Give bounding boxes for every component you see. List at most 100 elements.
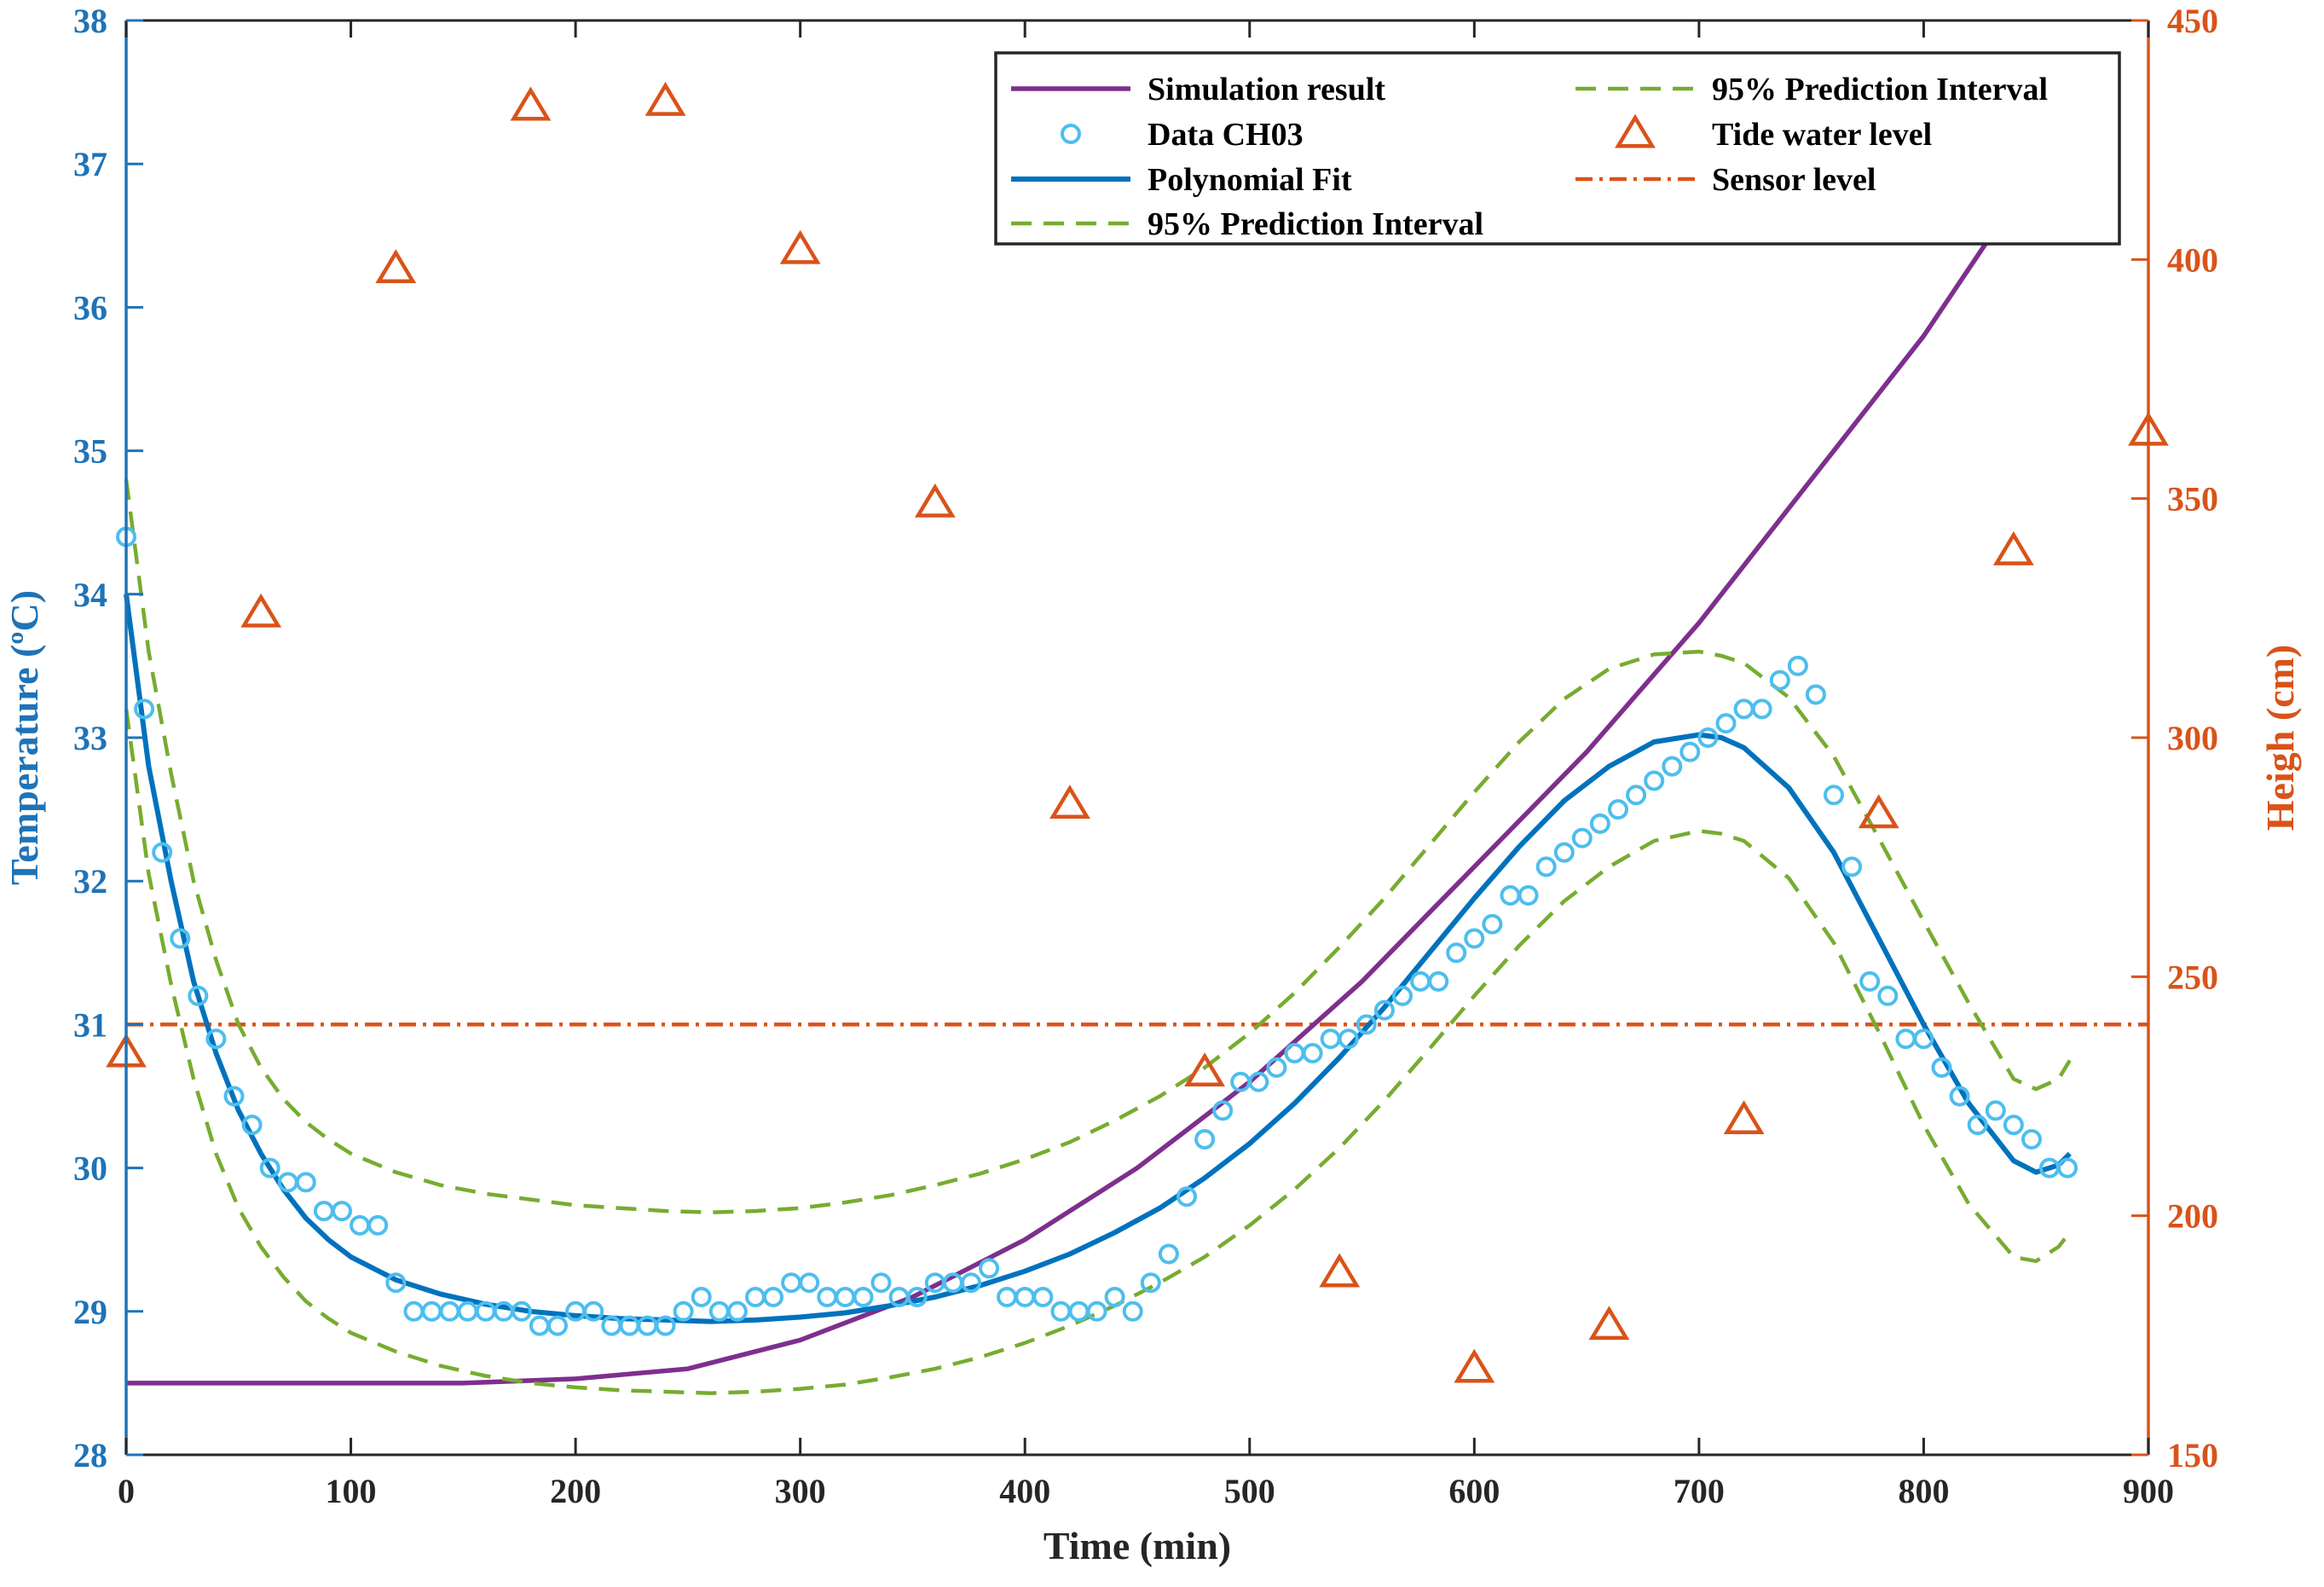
- data-ch03-point: [1589, 813, 1610, 834]
- y-right-axis-label: Heigh (cm): [2258, 645, 2302, 831]
- data-ch03-point: [583, 1300, 604, 1322]
- data-ch03-point: [295, 1172, 316, 1193]
- data-ch03-point: [1194, 1129, 1216, 1150]
- plot-layer: [106, 81, 2169, 1395]
- x-axis-label: Time (min): [1043, 1524, 1231, 1567]
- data-ch03-point: [961, 1272, 981, 1294]
- x-tick-label: 300: [775, 1472, 826, 1510]
- data-ch03-point: [655, 1315, 676, 1336]
- y-left-axis-label: Temperature (ºC): [3, 590, 46, 885]
- legend-sensor-label: Sensor level: [1712, 162, 1876, 198]
- y-left-tick-label: 28: [73, 1436, 107, 1474]
- data-ch03-point: [1464, 928, 1485, 949]
- tide-water-level-point: [1319, 1253, 1361, 1288]
- data-ch03-point: [385, 1272, 407, 1294]
- data-ch03-point: [1931, 1057, 1952, 1078]
- data-ch03-point: [1176, 1186, 1197, 1208]
- data-ch03-point: [1535, 856, 1557, 877]
- prediction-interval-upper-line: [124, 478, 2072, 1214]
- data-ch03-point: [1859, 970, 1881, 992]
- data-ch03-point: [979, 1258, 1000, 1279]
- data-ch03-point: [1877, 985, 1899, 1006]
- data-ch03-point: [1751, 698, 1772, 720]
- x-tick-label: 600: [1448, 1472, 1500, 1510]
- x-tick-label: 0: [118, 1472, 135, 1510]
- data-ch03-point: [547, 1315, 568, 1336]
- data-ch03-point: [1086, 1300, 1107, 1322]
- data-ch03-point: [1571, 827, 1593, 849]
- y-right-tick-label: 450: [2167, 2, 2218, 40]
- data-ch03-point: [241, 1115, 263, 1136]
- y-right-tick-label: 350: [2167, 480, 2218, 518]
- x-tick-label: 500: [1224, 1472, 1275, 1510]
- y-left-tick-label: 36: [73, 288, 107, 327]
- legend-interval-label: 95% Prediction Interval: [1712, 72, 2048, 107]
- tide-water-level-point: [914, 483, 956, 518]
- data-ch03-point: [691, 1287, 712, 1307]
- data-ch03-point: [906, 1287, 928, 1307]
- data-ch03-point: [1626, 785, 1647, 806]
- data-ch03-point: [726, 1300, 748, 1322]
- y-left-tick-label: 34: [73, 576, 107, 614]
- data-ch03-point: [205, 1028, 227, 1050]
- data-ch03-point: [870, 1272, 892, 1294]
- data-ch03-point: [1158, 1243, 1179, 1265]
- y-right-tick-label: 300: [2167, 719, 2218, 757]
- data-ch03-point: [2003, 1115, 2024, 1136]
- data-ch03-point: [223, 1086, 245, 1107]
- data-ch03-point: [1644, 770, 1665, 791]
- data-ch03-point: [511, 1300, 532, 1322]
- x-tick-label: 700: [1674, 1472, 1725, 1510]
- tide-water-level-point: [1049, 785, 1090, 819]
- data-ch03-point: [1841, 856, 1863, 877]
- data-ch03-point: [799, 1272, 820, 1294]
- tide-water-level-point: [510, 86, 552, 121]
- data-ch03-point: [1338, 1028, 1359, 1050]
- legend-simulation-label: Simulation result: [1148, 72, 1385, 107]
- legend-data-swatch: [1061, 124, 1081, 144]
- data-ch03-point: [134, 698, 155, 720]
- data-ch03-point: [1140, 1272, 1161, 1294]
- data-ch03-point: [763, 1287, 783, 1307]
- x-tick-label: 100: [326, 1472, 377, 1510]
- tide-water-level-point: [240, 593, 282, 628]
- y-left-tick-label: 35: [73, 432, 107, 471]
- y-left-tick-label: 33: [73, 719, 107, 757]
- data-ch03-point: [1373, 999, 1395, 1021]
- y-left-tick-label: 37: [73, 145, 107, 183]
- tide-water-level-point: [779, 229, 821, 264]
- data-ch03-point: [1913, 1028, 1934, 1050]
- data-ch03-point: [367, 1214, 389, 1236]
- x-tick-label: 800: [1898, 1472, 1949, 1510]
- data-ch03-point: [853, 1287, 874, 1307]
- data-ch03-point: [1446, 942, 1467, 964]
- data-ch03-point: [1122, 1300, 1143, 1322]
- tide-water-level-point: [645, 81, 686, 116]
- data-ch03-point: [1392, 985, 1413, 1006]
- y-right-tick-label: 200: [2167, 1197, 2218, 1236]
- data-ch03-point: [1967, 1115, 1988, 1136]
- simulation-result-line: [126, 234, 1993, 1386]
- tide-water-level-point: [1454, 1348, 1495, 1383]
- data-ch03-point: [1679, 741, 1701, 762]
- legend-tide-label: Tide water level: [1712, 117, 1932, 153]
- data-ch03-point: [1608, 799, 1628, 820]
- y-left-tick-label: 32: [73, 862, 107, 901]
- legend-box: [994, 51, 2121, 246]
- x-tick-label: 900: [2123, 1472, 2174, 1510]
- data-ch03-point: [1805, 684, 1826, 705]
- y-left-tick-label: 29: [73, 1293, 107, 1331]
- x-tick-label: 200: [550, 1472, 601, 1510]
- data-ch03-point: [1428, 970, 1449, 992]
- data-ch03-point: [1662, 756, 1683, 777]
- data-ch03-point: [1787, 655, 1808, 676]
- data-ch03-point: [1032, 1287, 1054, 1307]
- legend-tide-swatch: [1615, 113, 1656, 148]
- data-ch03-point: [188, 985, 209, 1006]
- tide-water-level-point: [1723, 1100, 1765, 1135]
- tide-water-level-point: [375, 249, 417, 284]
- data-ch03-point: [1769, 669, 1790, 691]
- data-ch03-point: [673, 1300, 694, 1322]
